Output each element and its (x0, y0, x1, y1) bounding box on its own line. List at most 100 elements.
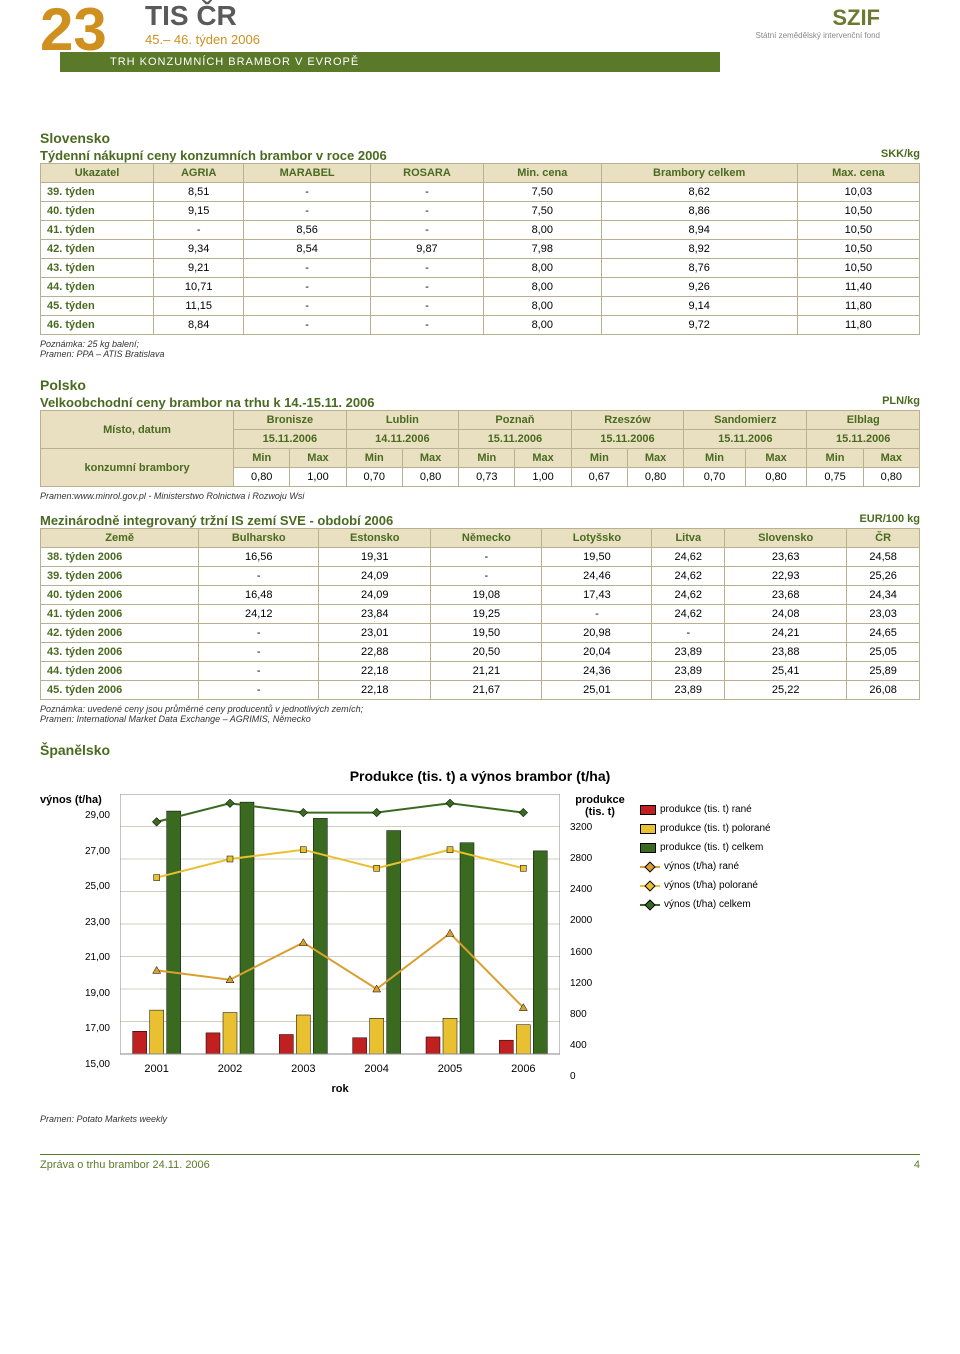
row-label: 44. týden (41, 278, 154, 297)
th: Slovensko (725, 529, 847, 548)
svg-text:2006: 2006 (511, 1063, 535, 1075)
cell: 24,62 (652, 548, 725, 567)
cell: 24,21 (725, 624, 847, 643)
cell: 0,70 (684, 468, 746, 487)
cell: - (244, 278, 371, 297)
legend-item: produkce (tis. t) rané (640, 804, 800, 815)
cell: - (244, 297, 371, 316)
cell: 0,80 (627, 468, 683, 487)
week-range: 45.– 46. týden 2006 (145, 32, 260, 47)
polsko-subtitle: Velkoobchodní ceny brambor na trhu k 14.… (40, 395, 375, 410)
row-label: 43. týden (41, 259, 154, 278)
cell: 10,50 (797, 221, 919, 240)
tick: 2000 (570, 915, 630, 926)
th: Max (402, 449, 458, 468)
cell: 20,98 (542, 624, 652, 643)
row-label: 43. týden 2006 (41, 643, 199, 662)
th: ROSARA (370, 164, 483, 183)
svg-text:2004: 2004 (364, 1063, 388, 1075)
th: Min (684, 449, 746, 468)
cell: - (370, 278, 483, 297)
tis-label: TIS ČR (145, 0, 237, 32)
th: Poznaň (459, 411, 572, 430)
cell: - (370, 259, 483, 278)
th: Německo (431, 529, 542, 548)
th: Max (627, 449, 683, 468)
svg-text:2005: 2005 (438, 1063, 462, 1075)
cell: 9,15 (154, 202, 244, 221)
y-right-ticks: 3200280024002000160012008004000 (570, 822, 630, 1082)
cell: 11,40 (797, 278, 919, 297)
tick: 29,00 (40, 810, 110, 821)
cell: 19,08 (431, 586, 542, 605)
th: 15.11.2006 (807, 430, 920, 449)
th: Max (515, 449, 571, 468)
cell: 0,67 (571, 468, 627, 487)
tick: 800 (570, 1009, 630, 1020)
cell: 23,88 (725, 643, 847, 662)
cell: 10,50 (797, 240, 919, 259)
th: Země (41, 529, 199, 548)
cell: 24,62 (652, 567, 725, 586)
page-footer: Zpráva o trhu brambor 24.11. 2006 4 (40, 1154, 920, 1171)
cell: 25,22 (725, 681, 847, 700)
cell: 24,58 (847, 548, 920, 567)
cell: 0,75 (807, 468, 863, 487)
cell: 19,25 (431, 605, 542, 624)
chart-note: Pramen: Potato Markets weekly (40, 1114, 920, 1124)
cell: 22,88 (319, 643, 431, 662)
sve-note: Poznámka: uvedené ceny jsou průměrné cen… (40, 704, 920, 724)
chart-legend: produkce (tis. t) rané produkce (tis. t) … (640, 794, 800, 1094)
cell: 22,18 (319, 662, 431, 681)
cell: 23,89 (652, 643, 725, 662)
th: Bulharsko (199, 529, 319, 548)
cell: 8,92 (601, 240, 797, 259)
cell: 1,00 (515, 468, 571, 487)
cell: 9,26 (601, 278, 797, 297)
cell: 8,00 (483, 316, 601, 335)
tick: 0 (570, 1071, 630, 1082)
tick: 23,00 (40, 917, 110, 928)
cell: 23,89 (652, 662, 725, 681)
cell: 24,65 (847, 624, 920, 643)
legend-item: produkce (tis. t) celkem (640, 842, 800, 853)
cell: - (244, 316, 371, 335)
row-label: 46. týden (41, 316, 154, 335)
legend-item: výnos (t/ha) polorané (640, 880, 800, 891)
th: MARABEL (244, 164, 371, 183)
cell: 8,56 (244, 221, 371, 240)
cell: 26,08 (847, 681, 920, 700)
y-left-label: výnos (t/ha) (40, 794, 110, 806)
tick: 25,00 (40, 881, 110, 892)
row-label: 45. týden (41, 297, 154, 316)
chart-svg: 200120022003200420052006rok (120, 794, 560, 1094)
y-right-label: produkce (tis. t) (570, 794, 630, 818)
cell: - (244, 202, 371, 221)
tick: 400 (570, 1040, 630, 1051)
th: Min (234, 449, 290, 468)
cell: 23,63 (725, 548, 847, 567)
tick: 3200 (570, 822, 630, 833)
cell: 21,21 (431, 662, 542, 681)
slovensko-note: Poznámka: 25 kg balení; Pramen: PPA – AT… (40, 339, 920, 359)
chart-title: Produkce (tis. t) a výnos brambor (t/ha) (40, 768, 920, 784)
th: Rzeszów (571, 411, 684, 430)
th: Max (745, 449, 807, 468)
cell: 24,09 (319, 567, 431, 586)
th: Min (346, 449, 402, 468)
footer-left: Zpráva o trhu brambor 24.11. 2006 (40, 1159, 210, 1171)
cell: 24,36 (542, 662, 652, 681)
cell: - (370, 297, 483, 316)
footer-right: 4 (914, 1159, 920, 1171)
cell: 23,89 (652, 681, 725, 700)
th: Místo, datum (41, 411, 234, 449)
cell: 9,21 (154, 259, 244, 278)
th: Min. cena (483, 164, 601, 183)
th: Litva (652, 529, 725, 548)
cell: 19,50 (542, 548, 652, 567)
polsko-unit: PLN/kg (882, 395, 920, 407)
cell: 8,51 (154, 183, 244, 202)
row-label: 42. týden (41, 240, 154, 259)
cell: - (652, 624, 725, 643)
th: 15.11.2006 (234, 430, 347, 449)
